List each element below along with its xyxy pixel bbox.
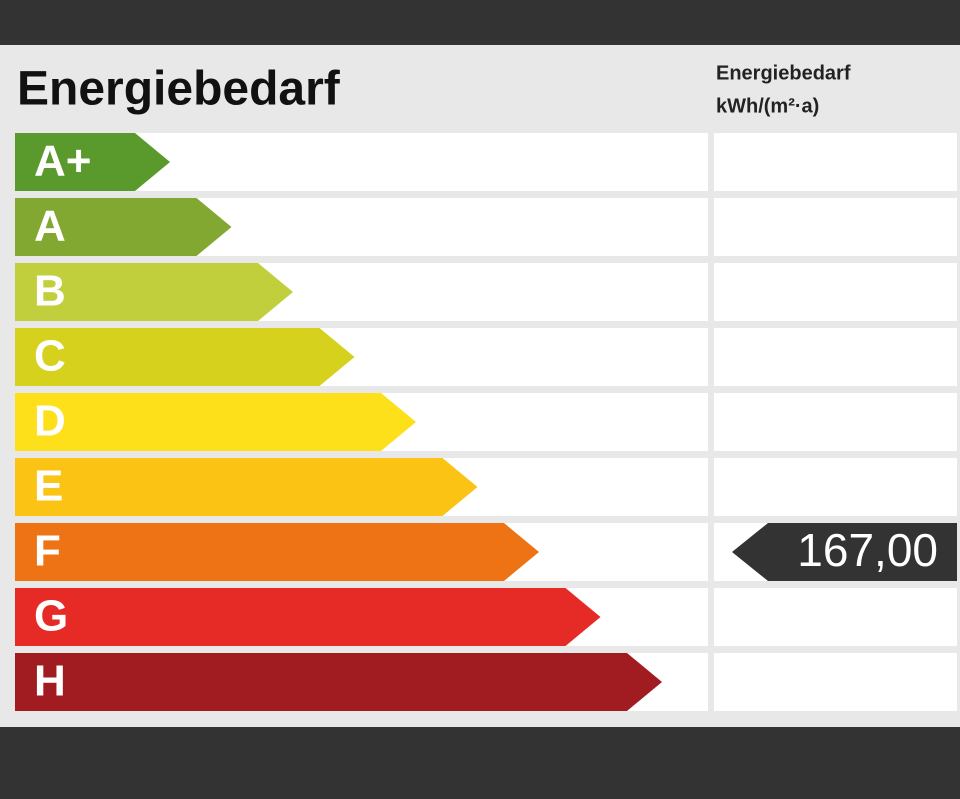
class-label: E [34, 462, 63, 511]
column-header: Energiebedarf [716, 62, 851, 84]
class-label: D [34, 397, 66, 446]
class-label: F [34, 527, 61, 576]
class-arrow [15, 263, 293, 321]
row-right [714, 198, 957, 256]
class-arrow [15, 198, 232, 256]
value-indicator [732, 523, 957, 581]
column-unit: kWh/(m²·a) [716, 95, 819, 117]
class-label: G [34, 592, 68, 641]
class-arrow [15, 523, 539, 581]
class-arrow [15, 393, 416, 451]
row-right [714, 588, 957, 646]
class-label: C [34, 332, 66, 381]
row-right [714, 263, 957, 321]
row-right [714, 393, 957, 451]
class-arrow [15, 588, 601, 646]
class-label: H [34, 657, 66, 706]
row-right [714, 328, 957, 386]
value-label: 167,00 [797, 524, 938, 576]
class-arrow [15, 653, 662, 711]
class-arrow [15, 458, 478, 516]
class-arrow [15, 133, 170, 191]
class-label: A [34, 202, 66, 251]
title: Energiebedarf [17, 63, 341, 116]
class-label: A+ [34, 137, 91, 186]
row-right [714, 133, 957, 191]
row-right [714, 458, 957, 516]
class-arrow [15, 328, 355, 386]
row-right [714, 653, 957, 711]
class-label: B [34, 267, 66, 316]
